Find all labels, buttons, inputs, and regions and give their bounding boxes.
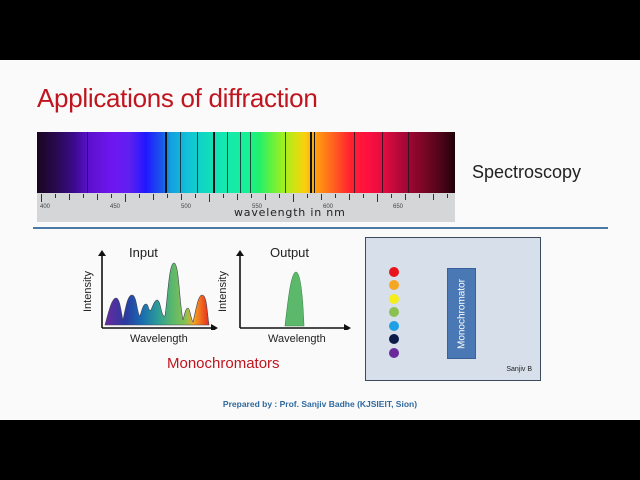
monochromators-caption: Monochromators [167, 355, 280, 372]
minor-tick [251, 194, 252, 198]
minor-tick [363, 194, 364, 198]
absorption-line [197, 132, 198, 193]
minor-tick [279, 194, 280, 198]
absorption-line [213, 132, 215, 193]
minor-tick [391, 194, 392, 198]
violet-dot [389, 348, 399, 358]
minor-tick [111, 194, 112, 198]
minor-tick [447, 194, 448, 198]
major-tick [377, 194, 378, 202]
minor-tick [223, 194, 224, 198]
yellow-dot [389, 294, 399, 304]
absorption-line [382, 132, 383, 193]
orange-dot [389, 280, 399, 290]
minor-tick [139, 194, 140, 198]
absorption-line [285, 132, 286, 193]
minor-tick [167, 194, 168, 198]
tick-label-450: 450 [109, 204, 121, 210]
visible-spectrum-image [37, 132, 455, 193]
slide-title: Applications of diffraction [37, 83, 318, 113]
major-tick [41, 194, 42, 202]
absorption-line [227, 132, 228, 193]
minor-tick [349, 194, 350, 200]
minor-tick [153, 194, 154, 200]
input-graph-title: Input [129, 245, 158, 260]
output-ylabel: Intensity [217, 271, 229, 312]
absorption-line [354, 132, 355, 193]
monochromator-label: Monochromator [456, 278, 467, 349]
minor-tick [181, 194, 182, 200]
minor-tick [195, 194, 196, 198]
wavelength-ruler: 400 450 500 550 600 650 wavelength in nm [37, 193, 455, 222]
footer-credit: Prepared by : Prof. Sanjiv Badhe (KJSIEI… [222, 399, 418, 409]
red-dot [389, 267, 399, 277]
absorption-line [165, 132, 167, 193]
slide: Applications of diffraction [0, 60, 640, 420]
absorption-line [87, 132, 88, 193]
tick-label-400: 400 [39, 204, 51, 210]
minor-tick [307, 194, 308, 198]
tick-label-550: 550 [251, 204, 263, 210]
minor-tick [83, 194, 84, 198]
section-divider [33, 227, 608, 229]
minor-tick [433, 194, 434, 200]
output-spectrum-graph [236, 250, 351, 330]
minor-tick [97, 194, 98, 200]
absorption-line [250, 132, 251, 193]
major-tick [293, 194, 294, 202]
wavelength-axis-caption: wavelength in nm [234, 206, 346, 219]
input-peaks [104, 262, 210, 326]
output-peak [284, 271, 305, 327]
absorption-line [445, 132, 446, 193]
absorption-line [180, 132, 181, 193]
input-xlabel: Wavelength [130, 333, 188, 345]
green-dot [389, 307, 399, 317]
blue-dot [389, 321, 399, 331]
monochromator-block: Monochromator [447, 268, 476, 359]
monochromator-diagram: Monochromator Sanjiv B [365, 237, 541, 381]
spectroscopy-label: Spectroscopy [472, 162, 582, 182]
absorption-line [314, 132, 315, 193]
absorption-line [240, 132, 241, 193]
tick-label-600: 600 [322, 204, 334, 210]
tick-label-500: 500 [180, 204, 192, 210]
major-tick [209, 194, 210, 202]
minor-tick [419, 194, 420, 198]
input-spectrum-graph [98, 250, 218, 330]
major-tick [125, 194, 126, 202]
absorption-line [310, 132, 312, 193]
tick-label-650: 650 [392, 204, 404, 210]
minor-tick [335, 194, 336, 198]
minor-tick [69, 194, 70, 200]
output-graph-title: Output [270, 245, 310, 260]
minor-tick [321, 194, 322, 200]
indigo-dot [389, 334, 399, 344]
minor-tick [265, 194, 266, 200]
absorption-line [408, 132, 409, 193]
minor-tick [405, 194, 406, 200]
output-xlabel: Wavelength [268, 333, 326, 345]
minor-tick [55, 194, 56, 198]
minor-tick [237, 194, 238, 200]
signature: Sanjiv B [506, 366, 532, 373]
input-ylabel: Intensity [82, 271, 94, 312]
